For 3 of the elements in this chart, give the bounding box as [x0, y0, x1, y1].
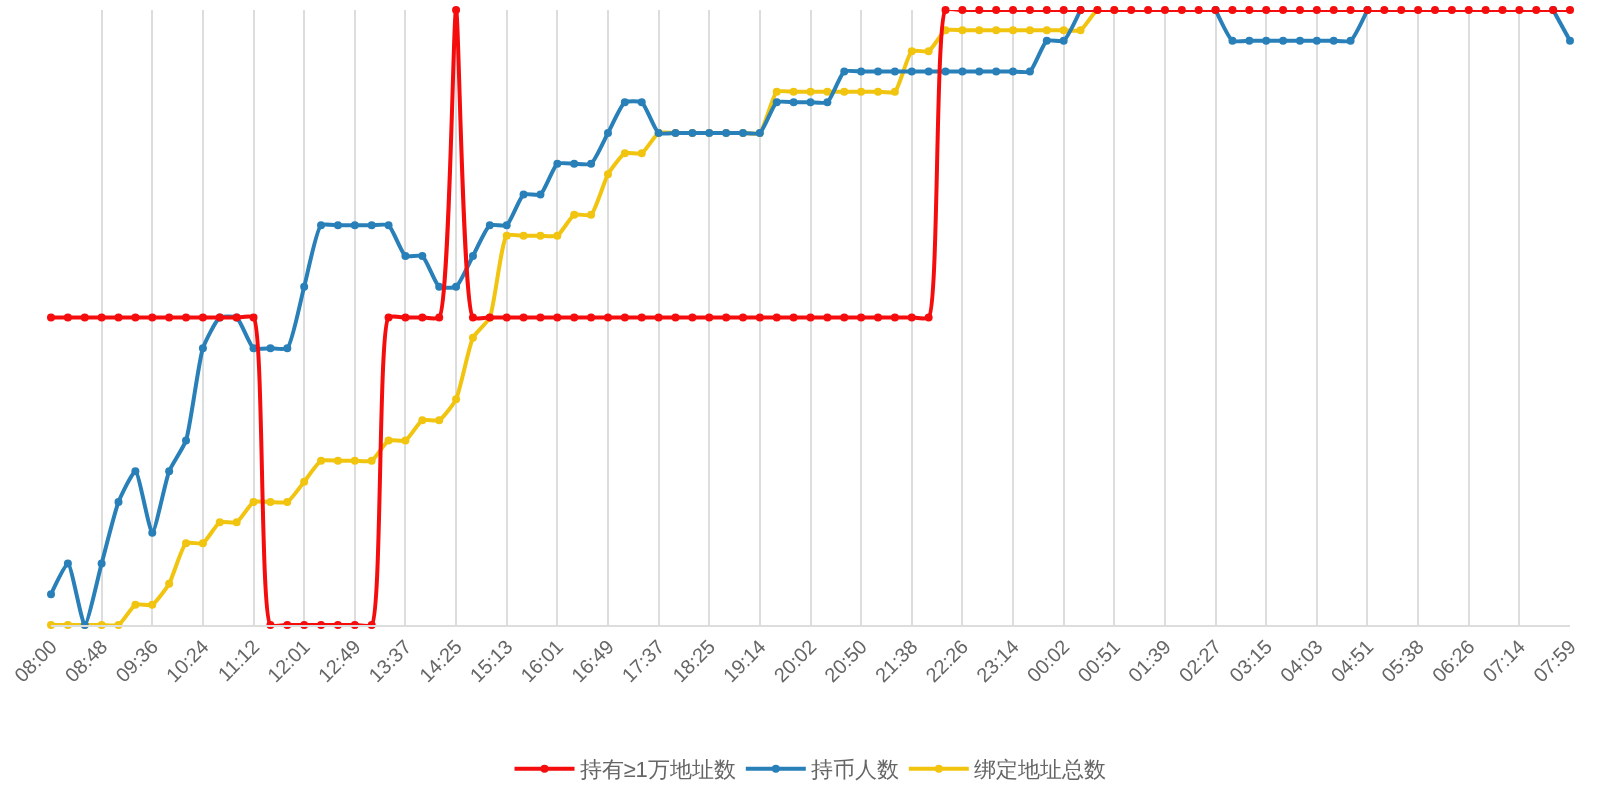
legend-label: 持币人数	[810, 757, 899, 783]
legend-label: 绑定地址总数	[973, 757, 1106, 783]
legend-label: 持有≥1万地址数	[579, 757, 736, 783]
